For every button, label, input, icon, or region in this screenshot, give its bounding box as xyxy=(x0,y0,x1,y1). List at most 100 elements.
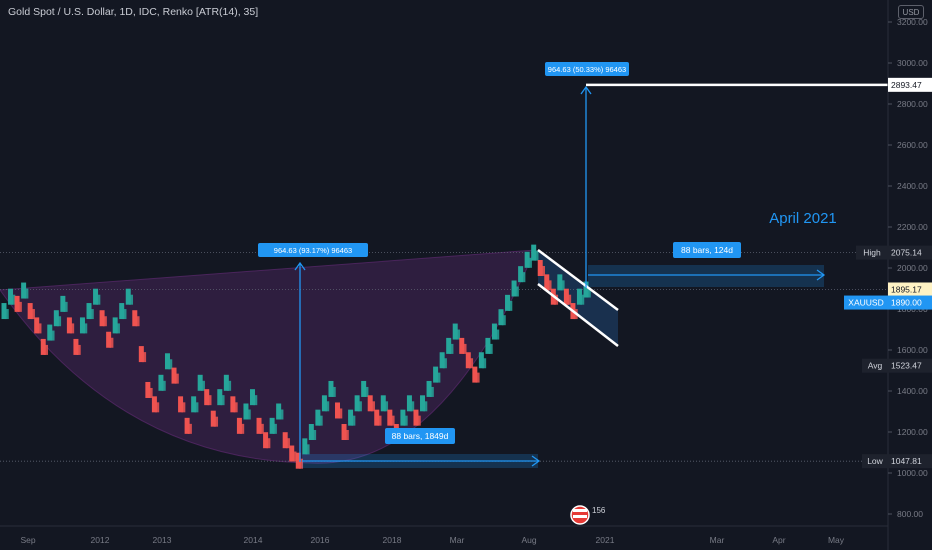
price-tag-value: 1523.47 xyxy=(891,361,922,371)
renko-brick xyxy=(148,387,153,398)
renko-brick xyxy=(135,316,140,327)
renko-brick xyxy=(17,301,22,312)
renko-brick xyxy=(89,309,94,320)
renko-brick xyxy=(449,343,454,354)
renko-brick xyxy=(256,417,262,434)
currency-button[interactable]: USD xyxy=(898,5,924,19)
renko-brick xyxy=(491,323,497,340)
target-range-box xyxy=(588,265,824,287)
x-tick-label: 2013 xyxy=(153,535,172,545)
renko-brick xyxy=(328,380,334,397)
renko-brick xyxy=(580,294,585,305)
price-tag-value-bg xyxy=(888,245,932,260)
renko-brick xyxy=(472,366,478,383)
price-tag-high: High 2075.14 xyxy=(856,245,932,260)
renko-brick xyxy=(462,343,467,354)
y-tick-label: 3000.00 xyxy=(897,58,928,68)
y-tick-label: 2000.00 xyxy=(897,263,928,273)
renko-brick xyxy=(302,438,308,455)
cup-measure-head xyxy=(294,261,306,271)
renko-brick xyxy=(384,401,389,412)
renko-brick xyxy=(436,372,441,383)
renko-brick xyxy=(236,417,242,434)
renko-brick xyxy=(217,389,223,406)
renko-brick xyxy=(426,380,432,397)
renko-brick xyxy=(83,323,88,334)
renko-brick xyxy=(132,310,138,327)
renko-brick xyxy=(282,432,288,449)
renko-brick xyxy=(40,338,46,355)
price-tag-value: 1895.17 xyxy=(891,284,922,294)
renko-brick xyxy=(400,409,406,426)
cup-measure-label: 964.63 (93.17%) 96463 xyxy=(258,243,368,257)
cup-measure-label-text: 964.63 (93.17%) 96463 xyxy=(274,246,352,255)
renko-brick xyxy=(259,423,264,434)
renko-brick xyxy=(560,280,565,291)
renko-brick xyxy=(544,274,550,291)
renko-brick xyxy=(122,309,127,320)
renko-brick xyxy=(155,402,160,413)
renko-brick xyxy=(223,374,229,391)
price-tag-name: High xyxy=(863,248,881,258)
renko-brick xyxy=(269,417,275,434)
renko-brick xyxy=(125,288,131,305)
price-tag-value: 2075.14 xyxy=(891,248,922,258)
renko-brick xyxy=(380,395,386,412)
renko-brick xyxy=(204,389,210,406)
target-measure-head xyxy=(580,85,592,95)
target-bars-label: 88 bars, 124d xyxy=(673,242,741,258)
renko-brick xyxy=(367,395,373,412)
renko-brick xyxy=(86,303,92,320)
renko-brick xyxy=(488,343,493,354)
renko-brick xyxy=(109,337,114,348)
x-tick-label: 2012 xyxy=(91,535,110,545)
renko-brick xyxy=(442,358,447,369)
renko-brick xyxy=(4,309,9,320)
price-tag-value-bg xyxy=(888,454,932,469)
renko-brick xyxy=(567,294,572,305)
renko-brick xyxy=(119,303,125,320)
renko-brick xyxy=(272,423,277,434)
price-tag-value: 1890.00 xyxy=(891,298,922,308)
price-tags: High 2075.14 1895.17 XAUUSD 1890.00 Avg 1523.4… xyxy=(844,77,932,469)
x-tick-label: 2016 xyxy=(311,535,330,545)
renko-brick xyxy=(246,409,251,420)
renko-brick xyxy=(498,309,504,326)
renko-brick xyxy=(76,344,81,355)
renko-bricks xyxy=(1,244,591,469)
target-bars-label-text: 88 bars, 124d xyxy=(681,245,733,255)
renko-brick xyxy=(485,337,491,354)
renko-brick xyxy=(540,266,545,276)
renko-brick xyxy=(377,415,382,426)
renko-brick xyxy=(207,395,212,406)
price-tag-value: 1047.81 xyxy=(891,456,922,466)
renko-brick xyxy=(47,324,53,341)
y-tick-label: 3200.00 xyxy=(897,17,928,27)
flag-icon-stripe xyxy=(573,509,587,512)
renko-brick xyxy=(102,316,107,327)
renko-brick xyxy=(187,423,192,434)
renko-brick xyxy=(433,366,439,383)
price-tag-xauusd: XAUUSD 1890.00 xyxy=(844,295,932,310)
price-tag-name: Low xyxy=(867,456,883,466)
target-range-arrow-head xyxy=(816,269,826,281)
y-tick-label: 2800.00 xyxy=(897,99,928,109)
price-tag-value-bg xyxy=(888,77,932,92)
renko-brick xyxy=(413,409,419,426)
renko-brick xyxy=(308,424,314,440)
renko-brick xyxy=(145,381,151,398)
renko-brick xyxy=(230,396,236,413)
renko-brick xyxy=(197,374,203,391)
renko-brick xyxy=(423,401,428,412)
x-tick-label: May xyxy=(828,535,845,545)
renko-brick xyxy=(455,329,460,340)
cup-bars-label-text: 88 bars, 1849d xyxy=(392,431,449,441)
renko-brick xyxy=(181,402,186,413)
renko-brick xyxy=(511,280,517,297)
renko-brick xyxy=(482,358,487,369)
renko-brick xyxy=(508,300,513,311)
renko-brick xyxy=(8,288,14,305)
renko-brick xyxy=(63,301,68,312)
flag-upper-line xyxy=(537,249,619,311)
